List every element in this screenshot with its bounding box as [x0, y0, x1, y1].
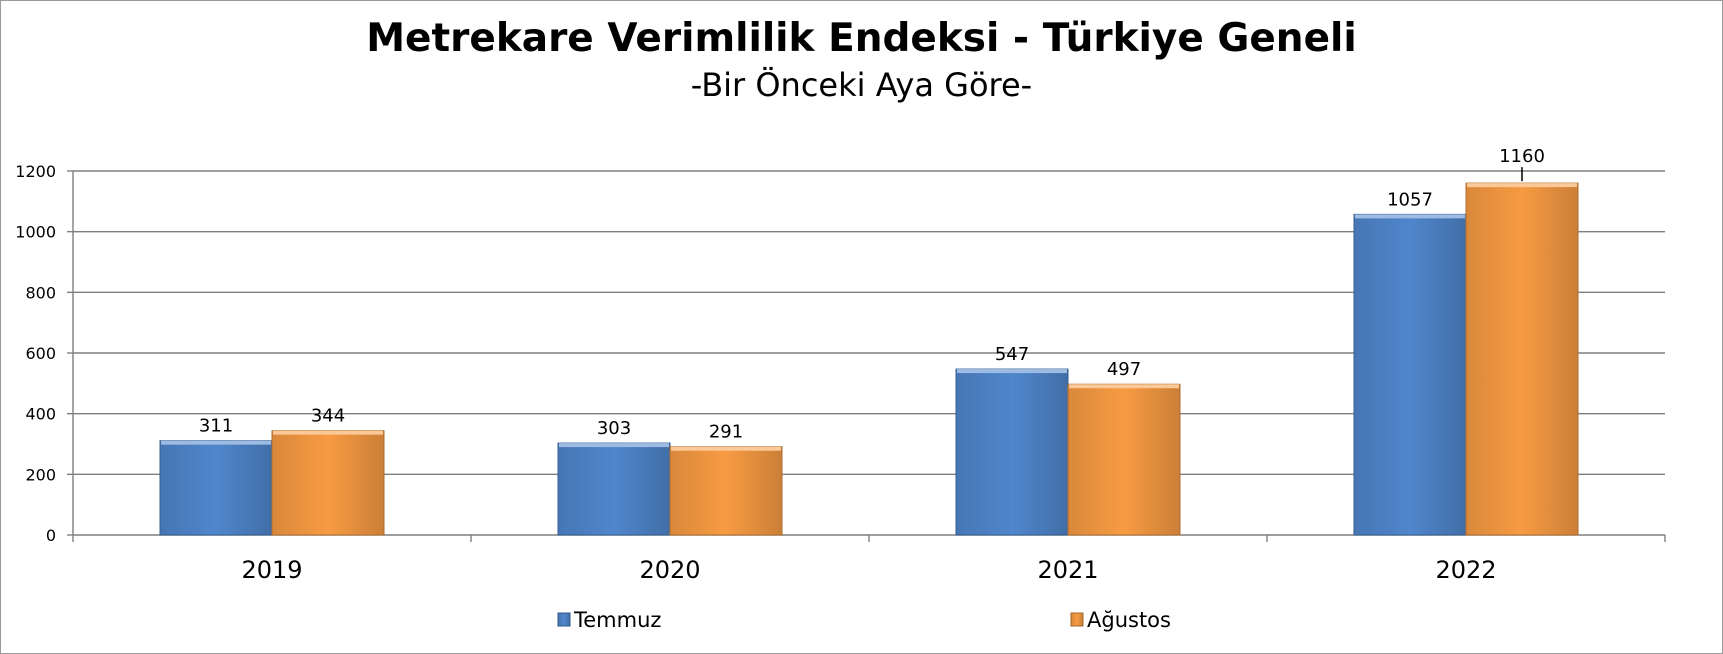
bar-top-highlight [273, 430, 383, 435]
y-tick-label: 1000 [15, 223, 56, 242]
y-tick-label: 800 [25, 283, 56, 302]
legend-label: Ağustos [1087, 608, 1171, 632]
bar-ağustos [271, 430, 385, 536]
y-tick-label: 400 [25, 405, 56, 424]
legend-swatch-temmuz [557, 612, 571, 627]
data-label: 497 [1107, 359, 1141, 380]
bar-temmuz [557, 442, 671, 536]
data-label: 547 [995, 344, 1029, 365]
x-category-label: 2022 [1435, 556, 1496, 584]
bar-temmuz [955, 368, 1069, 536]
bar-ağustos [669, 446, 783, 536]
bar-temmuz [1353, 213, 1467, 536]
bar-top-highlight [161, 440, 271, 445]
data-label: 291 [709, 422, 743, 443]
legend-swatch-ağustos [1070, 612, 1084, 627]
bar-ağustos [1067, 383, 1181, 536]
bar-top-highlight [559, 443, 669, 448]
y-tick-label: 200 [25, 465, 56, 484]
y-tick-label: 0 [46, 526, 56, 545]
bar-top-highlight [671, 446, 781, 451]
chart-title: Metrekare Verimlilik Endeksi - Türkiye G… [366, 16, 1357, 61]
y-tick-label: 600 [25, 344, 56, 363]
bar-top-highlight [957, 369, 1067, 374]
data-label: 1160 [1499, 146, 1545, 167]
bar-top-highlight [1467, 183, 1577, 188]
bar-ağustos [1465, 182, 1579, 536]
legend-label: Temmuz [573, 608, 661, 632]
bar-temmuz [159, 440, 273, 536]
x-category-label: 2020 [639, 556, 700, 584]
x-category-label: 2021 [1037, 556, 1098, 584]
data-label: 311 [199, 416, 233, 437]
x-category-label: 2019 [241, 556, 302, 584]
bar-top-highlight [1355, 214, 1465, 219]
data-label: 344 [311, 406, 345, 427]
data-label: 303 [597, 418, 631, 439]
chart-subtitle: -Bir Önceki Aya Göre- [690, 66, 1033, 104]
bar-top-highlight [1069, 384, 1179, 389]
y-tick-label: 1200 [15, 162, 56, 181]
data-label: 1057 [1387, 189, 1433, 210]
